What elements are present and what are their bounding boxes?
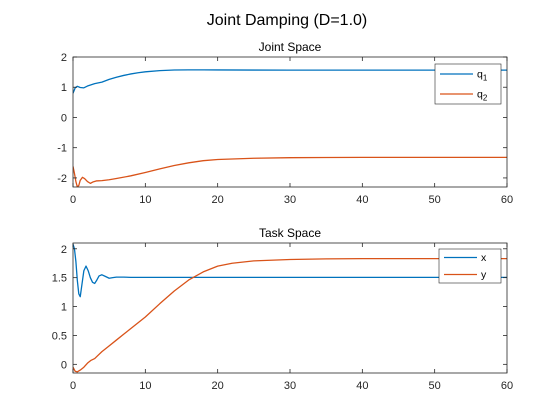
y-tick-label: -2	[57, 173, 67, 185]
x-tick-label: 10	[139, 194, 151, 206]
legend-entry-q2: q2	[477, 89, 488, 103]
series-line-q1	[73, 69, 507, 94]
y-tick-label: 1	[61, 302, 67, 314]
x-tick-label: 20	[212, 194, 224, 206]
x-tick-label: 40	[356, 380, 368, 392]
x-tick-label: 0	[70, 194, 76, 206]
legend-box	[434, 63, 502, 105]
x-tick-label: 50	[429, 194, 441, 206]
y-tick-label: 0	[61, 359, 67, 371]
x-tick-label: 60	[501, 194, 513, 206]
series-line-q2	[73, 156, 507, 187]
x-tick-label: 60	[501, 380, 513, 392]
x-tick-label: 30	[284, 380, 296, 392]
x-tick-label: 40	[356, 194, 368, 206]
x-tick-label: 10	[139, 380, 151, 392]
axes-title: Joint Space	[259, 40, 322, 54]
legend-subscript: 2	[483, 94, 488, 103]
figure-title: Joint Damping (D=1.0)	[207, 12, 368, 29]
plot-area	[73, 57, 507, 187]
y-tick-label: 1.5	[52, 273, 67, 285]
x-tick-label: 50	[429, 380, 441, 392]
series-line-y	[73, 257, 507, 373]
y-tick-label: 2	[61, 52, 67, 64]
y-tick-label: 0	[61, 112, 67, 124]
axes-1: 0 10 20 30 40 50 60 -2 -1 0 1 2 Joint Space q1 q2	[57, 40, 513, 206]
y-tick-label: 1	[61, 82, 67, 94]
plot-area	[73, 243, 507, 373]
y-tick-label: 2	[61, 244, 67, 256]
legend-subscript: 1	[483, 74, 488, 83]
x-tick-label: 20	[212, 380, 224, 392]
legend: xy	[438, 248, 502, 284]
legend-box	[438, 248, 502, 284]
axes-2: 0 10 20 30 40 50 60 0 0.5 1 1.5 2 Task Space xy	[52, 226, 513, 392]
legend-entry-y: y	[481, 269, 487, 281]
y-tick-label: 0.5	[52, 330, 67, 342]
y-tick-label: -1	[57, 143, 67, 155]
x-tick-label: 0	[70, 380, 76, 392]
legend-entry-x: x	[481, 252, 487, 264]
x-tick-label: 30	[284, 194, 296, 206]
axes-title: Task Space	[259, 226, 321, 240]
legend: q1 q2	[434, 63, 502, 105]
legend-entry-q1: q1	[477, 69, 488, 83]
